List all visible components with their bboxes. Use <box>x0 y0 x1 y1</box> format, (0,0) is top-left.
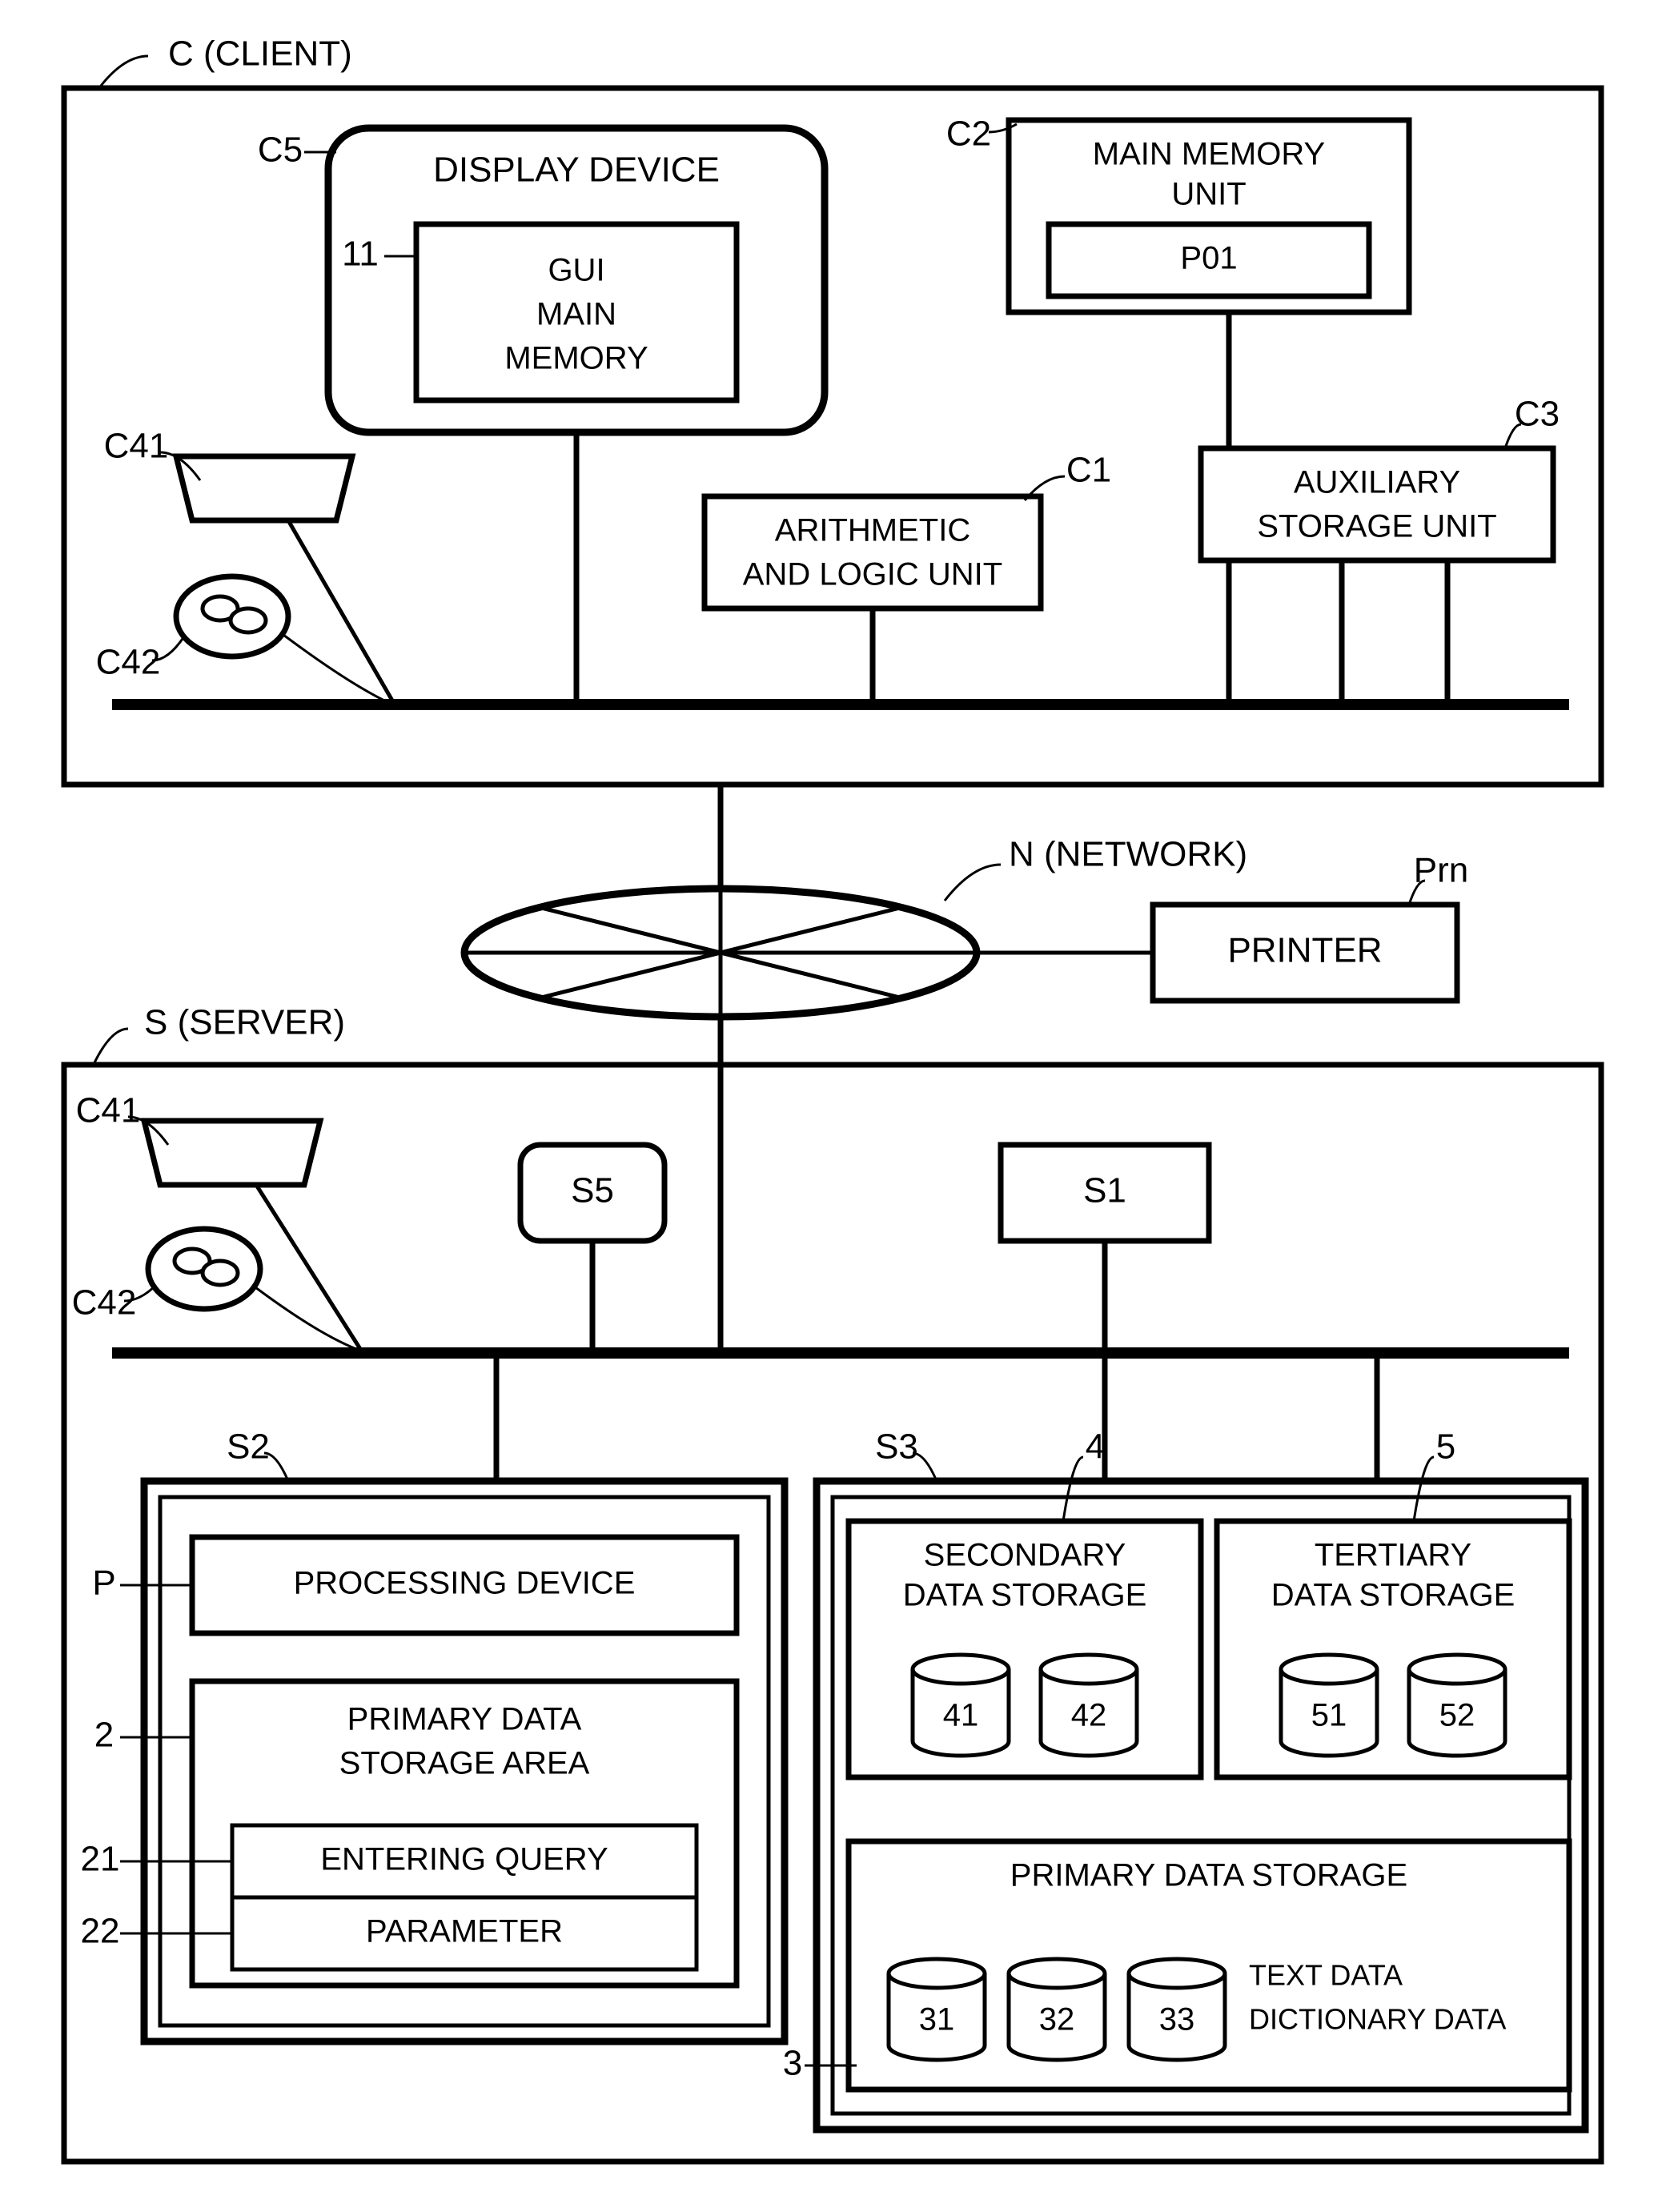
tag-22: 22 <box>81 1912 120 1951</box>
c1-line-0: ARITHMETIC <box>775 513 970 548</box>
c2-tag: C2 <box>946 114 991 154</box>
server-label: S (SERVER) <box>144 1003 345 1042</box>
keyboard-icon-server <box>144 1121 320 1185</box>
cyl-42: 42 <box>1041 1655 1137 1756</box>
display-title: DISPLAY DEVICE <box>433 151 720 190</box>
pri-side-1: DICTIONARY DATA <box>1249 2003 1506 2036</box>
printer-text: PRINTER <box>1227 931 1382 970</box>
s1-text: S1 <box>1083 1171 1126 1210</box>
c3-line-1: STORAGE UNIT <box>1257 509 1496 544</box>
tag-2: 2 <box>94 1716 114 1755</box>
keyboard-icon <box>176 456 352 520</box>
row22-text: PARAMETER <box>366 1914 563 1949</box>
ter-title-0: TERTIARY <box>1315 1538 1471 1573</box>
cyl-41: 41 <box>913 1655 1009 1756</box>
processing-text: PROCESSING DEVICE <box>294 1566 636 1601</box>
tag-3: 3 <box>783 2044 802 2083</box>
cyl-52: 52 <box>1409 1655 1505 1756</box>
c42-tag: C42 <box>96 643 161 682</box>
gui-line-1: MAIN <box>536 297 616 332</box>
area-title-1: STORAGE AREA <box>339 1746 590 1781</box>
network-label: N (NETWORK) <box>1009 835 1247 874</box>
c5-tag: C5 <box>258 130 303 170</box>
sec-title-1: DATA STORAGE <box>903 1578 1147 1613</box>
cyl-31-label: 31 <box>919 2002 955 2037</box>
area-title-0: PRIMARY DATA <box>347 1702 582 1737</box>
prn-tag: Prn <box>1414 851 1468 890</box>
s2-tag: S2 <box>227 1427 270 1467</box>
pri-side-0: TEXT DATA <box>1249 1959 1403 1992</box>
tag-5: 5 <box>1436 1427 1455 1467</box>
cyl-33-label: 33 <box>1159 2002 1195 2037</box>
c3-line-0: AUXILIARY <box>1294 465 1460 500</box>
cyl-42-label: 42 <box>1071 1698 1107 1733</box>
c1-line-1: AND LOGIC UNIT <box>743 557 1002 592</box>
gui-line-2: MEMORY <box>504 341 648 376</box>
pri-title: PRIMARY DATA STORAGE <box>1010 1858 1407 1893</box>
ter-title-1: DATA STORAGE <box>1271 1578 1515 1613</box>
s3-tag: S3 <box>875 1427 918 1467</box>
cyl-52-label: 52 <box>1439 1698 1475 1733</box>
mouse-icon-server <box>148 1229 260 1309</box>
s5-text: S5 <box>571 1171 614 1210</box>
c42-tag-s: C42 <box>72 1283 137 1323</box>
gui-line-0: GUI <box>548 253 604 288</box>
row21-text: ENTERING QUERY <box>320 1842 608 1877</box>
cyl-41-label: 41 <box>943 1698 979 1733</box>
cyl-31: 31 <box>889 1959 985 2060</box>
cyl-51: 51 <box>1281 1655 1377 1756</box>
c1-tag: C1 <box>1066 451 1111 490</box>
cyl-51-label: 51 <box>1311 1698 1347 1733</box>
c2-title-1: UNIT <box>1171 177 1246 212</box>
cyl-32-label: 32 <box>1039 2002 1075 2037</box>
mouse-icon <box>176 576 288 656</box>
c3-tag: C3 <box>1515 395 1560 434</box>
c41-tag: C41 <box>104 427 169 466</box>
p01-text: P01 <box>1180 241 1237 276</box>
client-label: C (CLIENT) <box>168 34 352 74</box>
tag-4: 4 <box>1086 1427 1105 1467</box>
c2-title-0: MAIN MEMORY <box>1093 137 1325 172</box>
tag-11: 11 <box>342 235 379 274</box>
cyl-33: 33 <box>1129 1959 1225 2060</box>
p-tag: P <box>92 1564 115 1603</box>
cyl-32: 32 <box>1009 1959 1105 2060</box>
c41-tag-s: C41 <box>76 1091 141 1130</box>
tag-21: 21 <box>81 1840 120 1879</box>
sec-title-0: SECONDARY <box>924 1538 1126 1573</box>
